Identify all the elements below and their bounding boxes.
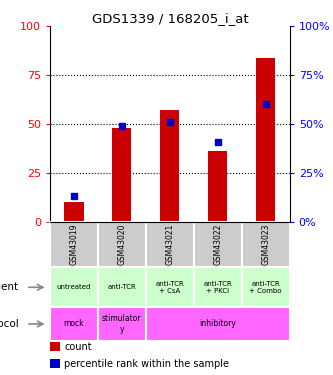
Text: protocol: protocol — [0, 319, 19, 329]
FancyBboxPatch shape — [146, 307, 290, 341]
FancyBboxPatch shape — [242, 267, 290, 307]
Text: inhibitory: inhibitory — [199, 320, 236, 328]
FancyBboxPatch shape — [50, 307, 98, 341]
Text: mock: mock — [64, 320, 84, 328]
Text: GSM43019: GSM43019 — [69, 224, 79, 265]
Text: agent: agent — [0, 282, 19, 292]
Bar — [112, 128, 132, 222]
Bar — [50, 342, 60, 351]
FancyBboxPatch shape — [98, 222, 146, 267]
Text: stimulator
y: stimulator y — [102, 314, 142, 334]
Bar — [64, 202, 84, 222]
Text: GSM43021: GSM43021 — [165, 224, 174, 265]
Text: untreated: untreated — [57, 284, 91, 290]
FancyBboxPatch shape — [50, 222, 98, 267]
Text: count: count — [64, 342, 92, 352]
FancyBboxPatch shape — [146, 267, 194, 307]
Text: percentile rank within the sample: percentile rank within the sample — [64, 358, 229, 369]
FancyBboxPatch shape — [194, 222, 242, 267]
Bar — [256, 57, 275, 222]
Bar — [208, 151, 227, 222]
FancyBboxPatch shape — [50, 267, 98, 307]
FancyBboxPatch shape — [146, 222, 194, 267]
Bar — [50, 359, 60, 368]
Bar — [160, 110, 179, 222]
FancyBboxPatch shape — [98, 307, 146, 341]
Text: anti-TCR
+ Combo: anti-TCR + Combo — [249, 281, 282, 294]
Text: anti-TCR: anti-TCR — [108, 284, 136, 290]
FancyBboxPatch shape — [242, 222, 290, 267]
Title: GDS1339 / 168205_i_at: GDS1339 / 168205_i_at — [92, 12, 248, 25]
FancyBboxPatch shape — [194, 267, 242, 307]
FancyBboxPatch shape — [98, 267, 146, 307]
Text: anti-TCR
+ PKCi: anti-TCR + PKCi — [203, 281, 232, 294]
Text: GSM43022: GSM43022 — [213, 224, 222, 265]
Text: GSM43020: GSM43020 — [117, 224, 127, 265]
Text: GSM43023: GSM43023 — [261, 224, 270, 265]
Text: anti-TCR
+ CsA: anti-TCR + CsA — [156, 281, 184, 294]
